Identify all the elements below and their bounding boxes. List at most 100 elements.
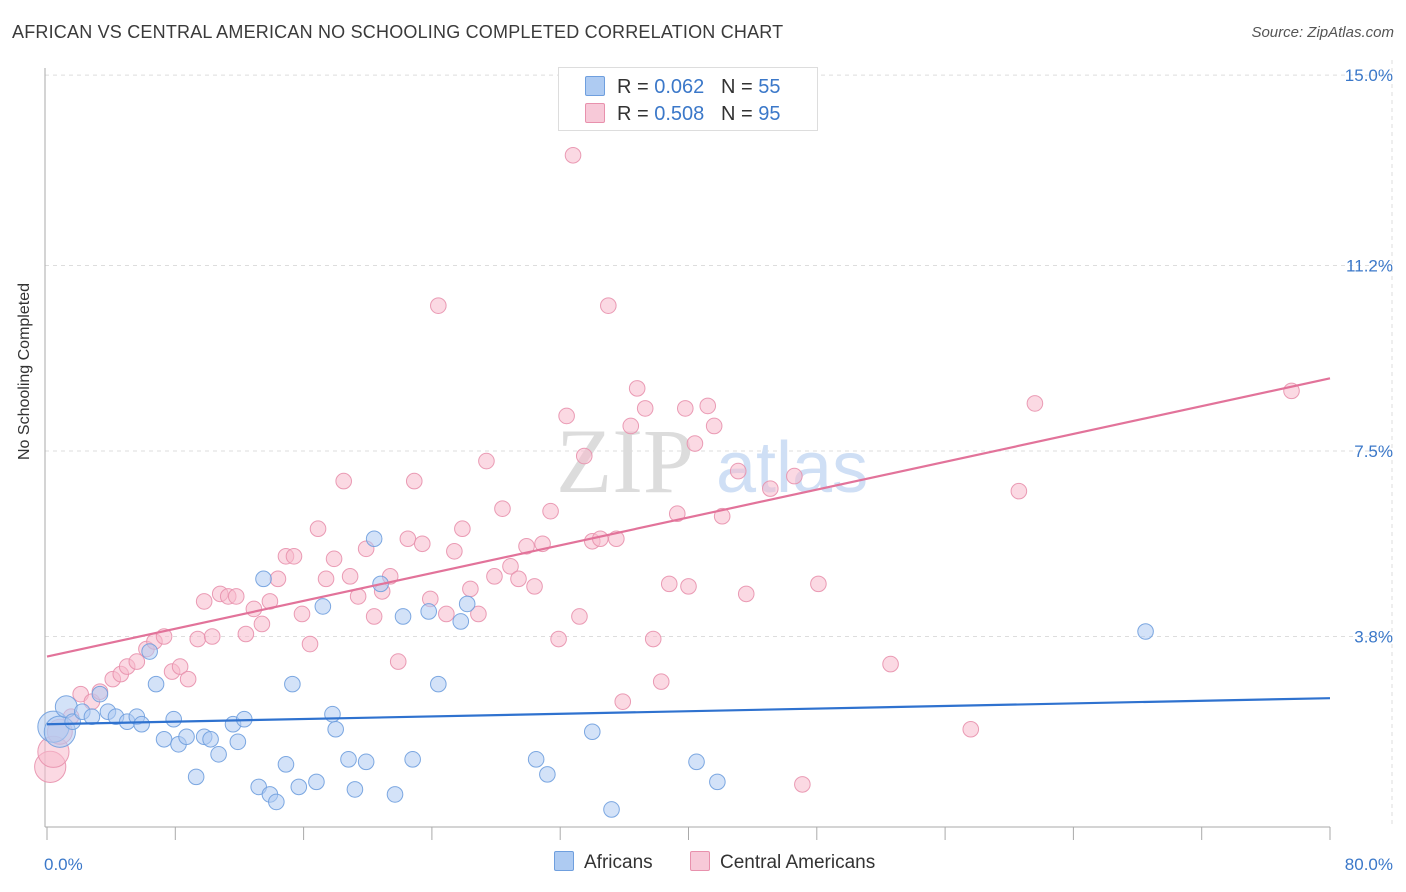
central-americans-point (686, 435, 704, 452)
y-tick-label: 15.0% (1345, 66, 1393, 85)
central-americans-point (680, 578, 697, 595)
central-americans-point (454, 520, 471, 538)
central-americans-point (729, 462, 747, 480)
central-americans-point (810, 575, 827, 593)
central-americans-point (761, 480, 779, 497)
central-americans-point (705, 417, 723, 435)
central-americans-point (253, 615, 271, 633)
source-credit: Source: ZipAtlas.com (1251, 24, 1394, 41)
africans-point (229, 733, 247, 751)
central-americans-point (365, 608, 383, 625)
africans-point (420, 603, 437, 620)
central-americans-point (446, 542, 463, 560)
trend-lines (46, 377, 1331, 726)
africans-point (210, 746, 227, 763)
africans-point (202, 730, 219, 748)
central-americans-point (882, 655, 899, 673)
central-americans-point (737, 585, 755, 603)
central-americans-legend-swatch-icon (690, 851, 710, 871)
central-americans-point (399, 530, 417, 548)
africans-point (458, 595, 476, 613)
central-americans-point (494, 500, 511, 517)
africans-point (452, 613, 470, 630)
central-americans-point (518, 537, 535, 555)
africans-point (357, 753, 375, 771)
central-americans-point (285, 548, 303, 565)
x-tick-label-max: 80.0% (1345, 855, 1393, 874)
axes (44, 68, 1331, 840)
central-americans-point (636, 400, 654, 417)
x-tick-label-min: 0.0% (44, 855, 83, 874)
central-americans-point (962, 720, 980, 738)
africans-point (324, 705, 341, 723)
correlation-legend: R = 0.062 N = 55 R = 0.508 N = 95 (558, 67, 818, 131)
central-americans-point (1010, 482, 1028, 500)
africans-r-label: R = (617, 76, 655, 98)
africans-point (187, 768, 205, 786)
africans-swatch-icon (585, 76, 605, 96)
central-americans-point (171, 658, 189, 675)
tick-labels: 3.8% 7.5% 11.2% 15.0% 0.0% 80.0% (44, 66, 1393, 874)
y-tick-label: 7.5% (1354, 442, 1393, 461)
central-americans-legend-label: Central Americans (720, 852, 876, 873)
central-americans-point (600, 297, 617, 314)
central-americans-point (564, 146, 582, 164)
africans-point (539, 766, 556, 783)
africans-legend-label: Africans (584, 852, 653, 873)
africans-points (37, 530, 1154, 818)
central-americans-point (203, 628, 221, 645)
africans-point (147, 675, 165, 693)
central-americans-point (542, 502, 559, 520)
africans-n-value: 55 (758, 76, 781, 98)
africans-point (346, 781, 364, 798)
central-r-label: R = (617, 103, 655, 125)
bottom-legend-africans[interactable]: Africans (554, 851, 653, 874)
central-americans-point (644, 630, 662, 648)
central-americans-point (470, 605, 487, 623)
central-americans-point (486, 568, 503, 585)
africans-n-label: N = (720, 76, 759, 98)
central-americans-point (622, 417, 640, 435)
central-americans-point (668, 505, 686, 522)
central-americans-point (652, 673, 670, 690)
central-americans-point (237, 625, 255, 643)
central-americans-point (438, 605, 455, 623)
central-americans-point (405, 472, 423, 490)
africans-point (133, 715, 150, 733)
africans-trend-line (46, 697, 1331, 726)
africans-point (178, 728, 195, 746)
central-americans-point (502, 558, 519, 575)
central-americans-point (128, 653, 146, 670)
y-tick-label: 11.2% (1346, 257, 1393, 276)
africans-legend-swatch-icon (554, 851, 574, 871)
central-americans-point (699, 397, 717, 415)
bottom-legend-central-americans[interactable]: Central Americans (690, 851, 875, 874)
africans-r-value: 0.062 (654, 76, 705, 98)
legend-row-africans: R = 0.062 N = 55 (585, 76, 780, 99)
central-americans-point (575, 447, 593, 465)
africans-point (583, 723, 601, 741)
africans-point (688, 753, 705, 771)
africans-point (1137, 623, 1154, 640)
central-americans-point (1026, 395, 1044, 412)
central-americans-point (317, 570, 335, 588)
central-americans-point (786, 467, 803, 485)
africans-point (365, 530, 383, 548)
africans-point (83, 708, 101, 726)
central-americans-point (558, 407, 575, 425)
africans-point (404, 751, 421, 768)
africans-point (268, 793, 285, 811)
central-americans-point (430, 297, 447, 314)
central-americans-point (301, 635, 319, 653)
central-americans-point (413, 535, 431, 553)
africans-point (527, 751, 545, 768)
africans-point (284, 675, 301, 693)
central-americans-point (341, 568, 359, 585)
central-americans-point (227, 588, 245, 605)
africans-point (155, 730, 173, 748)
central-americans-point (389, 653, 407, 670)
central-americans-point (478, 452, 495, 470)
central-americans-trend-line (46, 377, 1331, 658)
africans-point (141, 643, 158, 660)
